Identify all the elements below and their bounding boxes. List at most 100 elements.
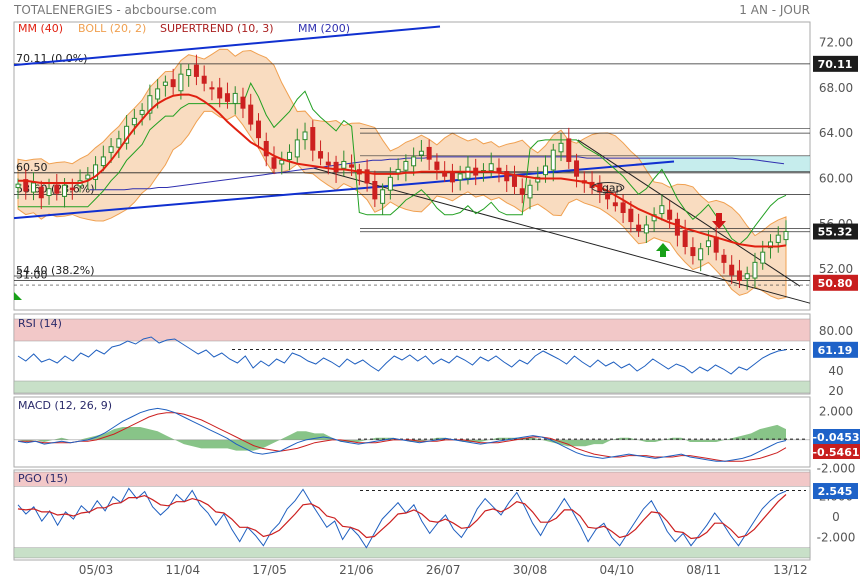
candle-body [527,184,533,199]
candle-body [387,176,393,191]
pgo-signal-line [17,494,787,540]
macd-badge-label: -0.5461 [812,446,859,459]
corner-marker [14,292,22,300]
candle-body [713,236,719,253]
candle-body [255,120,261,139]
price-plot: 70.11 (0.0%)60.5058.60 (23.6%)54.40 (38.… [13,25,811,304]
pgo-badge [813,483,858,500]
candle-body [767,241,773,249]
candle-body [488,163,494,172]
candle-body [224,93,230,102]
candle-body [372,180,378,200]
candle-body [426,146,432,160]
candle-body [325,161,331,166]
price-badge [813,55,858,72]
candle-body [69,187,75,191]
candle-body [46,188,52,197]
candle-body [418,150,424,156]
candle-body [535,176,541,183]
candle-body [279,159,285,165]
candle-body [721,254,727,263]
candle-body [131,117,137,126]
candle-body [643,224,649,234]
candle-body [294,139,300,158]
price-tick-label: 64.00 [819,126,853,140]
mm40-line [18,93,787,248]
candle-body [170,79,176,88]
candle-body [318,151,324,159]
legend-mm200: MM (200) [298,22,350,35]
pgo-title: PGO (15) [18,472,68,485]
candle-body [783,231,789,241]
candle-body [566,138,572,162]
candle-body [636,224,642,232]
candle-body [760,251,766,264]
rsi-tick-label: 40 [828,364,843,378]
macd-line [17,407,787,462]
candle-body [543,165,549,176]
candle-body [263,140,269,157]
support-trendline [313,167,811,304]
candle-body [341,160,347,169]
price-badge-label: 55.32 [818,226,853,239]
x-tick-label: 08/11 [686,563,721,577]
rsi-zone [13,380,811,394]
candle-body [248,104,254,125]
legend-supertrend: SUPERTREND (10, 3) [160,22,274,35]
candle-body [186,69,192,76]
candle-body [403,160,409,171]
x-tick-label: 17/05 [252,563,287,577]
macd-tick-label: 2.000 [819,404,853,418]
level-label: 70.11 (0.0%) [16,52,88,65]
rsi-panel [13,313,811,395]
candle-body [682,230,688,248]
pgo-tick-label: 0 [832,510,840,524]
gap-label: gap [602,182,623,195]
candle-body [147,95,153,114]
x-tick-label: 26/07 [426,563,461,577]
candle-body [504,171,510,182]
candle-body [558,142,564,153]
candle-body [729,264,735,276]
candle-body [100,156,106,167]
macd-badge [813,444,860,459]
candle-body [380,189,386,204]
candle-body [217,87,223,99]
x-tick-label: 30/08 [513,563,548,577]
candle-body [38,186,44,199]
period-label: 1 AN - JOUR [739,3,810,17]
candle-body [690,247,696,257]
macd-plot [14,407,810,462]
candle-body [31,182,37,193]
candle-body [736,270,742,282]
candle-body [674,218,680,236]
candle-body [162,81,168,86]
candle-body [620,202,626,213]
macd-badge [813,429,860,444]
candle-body [667,209,673,220]
price-tick-label: 60.00 [819,171,853,185]
candle-body [442,171,448,177]
rsi-line [17,336,787,375]
price-tick-label: 68.00 [819,81,853,95]
sell-arrow [712,213,726,229]
candle-body [449,172,455,183]
pgo-zone [13,547,811,559]
candle-body [93,164,99,180]
candle-body [232,92,238,104]
rsi-badge [813,341,858,358]
price-badge-label: 50.80 [818,277,853,290]
x-tick-label: 05/03 [79,563,114,577]
candle-body [302,131,308,141]
candle-body [108,146,114,153]
rsi-badge-label: 61.19 [818,344,853,357]
rsi-tick-label: 20 [828,384,843,398]
upper-trendline [13,25,441,67]
x-tick-label: 04/10 [600,563,635,577]
gap-ellipse [591,182,625,194]
candle-body [659,205,665,215]
candle-body [511,176,517,187]
candle-body [705,240,711,248]
candle-body [62,184,68,197]
